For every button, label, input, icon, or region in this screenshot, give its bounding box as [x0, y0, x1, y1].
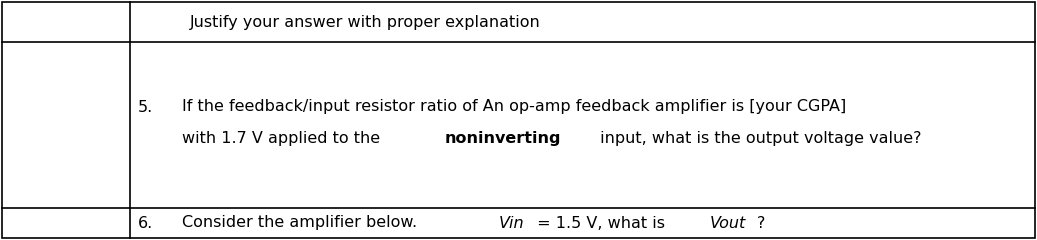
Text: Vout: Vout: [710, 216, 747, 230]
Text: Consider the amplifier below.: Consider the amplifier below.: [183, 216, 427, 230]
Text: with 1.7 V applied to the: with 1.7 V applied to the: [183, 132, 386, 146]
Text: Vin: Vin: [499, 216, 525, 230]
Text: 5.: 5.: [138, 100, 153, 114]
Text: ?: ?: [757, 216, 765, 230]
Text: If the feedback/input resistor ratio of An op-amp feedback amplifier is [your CG: If the feedback/input resistor ratio of …: [183, 100, 846, 114]
Text: input, what is the output voltage value?: input, what is the output voltage value?: [594, 132, 921, 146]
Text: 6.: 6.: [138, 216, 153, 230]
Text: = 1.5 V, what is: = 1.5 V, what is: [532, 216, 670, 230]
Text: noninverting: noninverting: [444, 132, 561, 146]
Text: Justify your answer with proper explanation: Justify your answer with proper explanat…: [190, 14, 540, 30]
